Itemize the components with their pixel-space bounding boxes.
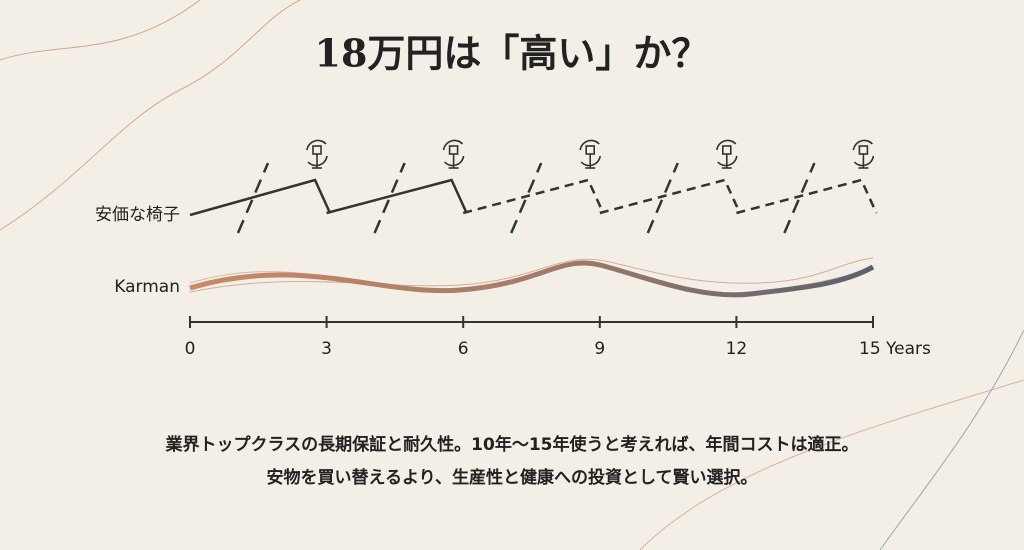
body-text: 業界トップクラスの長期保証と耐久性。10年〜15年使うと考えれば、年間コストは適… xyxy=(166,434,859,455)
replace-icon xyxy=(852,139,875,169)
tick-label: 3 xyxy=(321,339,332,359)
break-slash xyxy=(236,162,270,234)
tick-label: 12 xyxy=(726,339,748,359)
title: 18万円は「高い」か？ xyxy=(315,31,710,76)
timeline-axis xyxy=(189,316,874,328)
icon-chair xyxy=(721,145,732,155)
icon-chair xyxy=(312,145,322,155)
tick-label: 9 xyxy=(594,339,605,359)
icon-arrow xyxy=(717,155,738,167)
icon-arrow xyxy=(852,139,873,151)
break-slash xyxy=(783,162,816,234)
icon-chair xyxy=(585,145,596,155)
karman-line xyxy=(189,257,875,298)
replace-icon xyxy=(306,139,328,169)
cycle-line xyxy=(736,178,878,215)
icon-arrow xyxy=(307,155,328,167)
replace-icon xyxy=(716,139,738,169)
cycle-line xyxy=(326,178,468,215)
row-label: 安価な椅子 xyxy=(95,205,180,225)
row-label: Karman xyxy=(114,277,180,297)
icon-arrow xyxy=(306,139,327,151)
cycle-line xyxy=(189,178,332,217)
tick-label: 15 Years xyxy=(859,339,931,359)
body-text: 安物を買い替えるより、生産性と健康への投資として賢い選択。 xyxy=(267,467,758,488)
icon-arrow xyxy=(580,155,601,167)
replace-icon xyxy=(442,139,465,169)
icon-arrow xyxy=(442,139,464,151)
break-slash xyxy=(373,162,406,234)
icon-chair xyxy=(858,145,869,155)
icon-arrow xyxy=(579,139,600,151)
icon-arrow xyxy=(444,155,465,167)
break-slash xyxy=(646,162,679,234)
tick-label: 0 xyxy=(185,339,196,359)
cheap-chair-line xyxy=(189,139,878,234)
cycle-line xyxy=(462,178,605,215)
icon-arrow xyxy=(853,155,875,167)
icon-chair xyxy=(448,145,459,155)
replace-icon xyxy=(579,139,601,169)
icon-arrow xyxy=(716,139,737,151)
tick-label: 6 xyxy=(458,339,469,359)
cycle-line xyxy=(599,178,741,215)
break-slash xyxy=(510,162,543,234)
